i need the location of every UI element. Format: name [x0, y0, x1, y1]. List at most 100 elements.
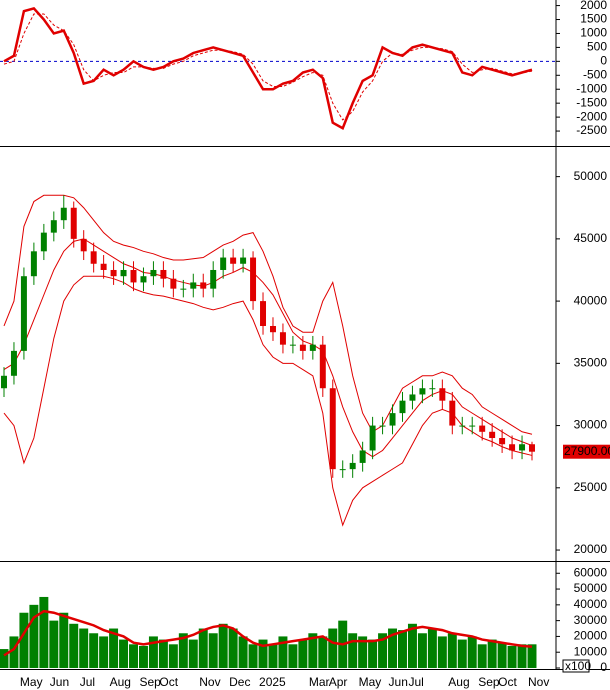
- unit-box: [562, 659, 590, 673]
- candle-body: [479, 425, 486, 432]
- y-tick-label: 2000: [580, 0, 607, 12]
- bollinger-band: [3, 275, 533, 527]
- volume-bar: [138, 645, 148, 668]
- candle-body: [240, 257, 247, 264]
- y-tick-label: -1500: [576, 95, 607, 109]
- candle-body: [509, 444, 516, 451]
- volume-bar: [178, 633, 188, 668]
- candle-body: [10, 350, 17, 376]
- volume-bar: [89, 633, 99, 668]
- x-tick-label: Nov: [199, 675, 220, 689]
- volume-bar: [49, 620, 59, 668]
- candle-body: [190, 282, 197, 289]
- volume-bar: [447, 633, 457, 668]
- volume-bar: [477, 644, 487, 668]
- candle-body: [439, 388, 446, 401]
- candle-body: [220, 257, 227, 270]
- candle-body: [529, 444, 535, 452]
- volume-bar: [29, 604, 39, 668]
- x-tick-label: Jun: [389, 675, 408, 689]
- candle-body: [449, 400, 456, 426]
- y-tick-label: 40000: [574, 597, 608, 611]
- unit-label: x100: [565, 659, 591, 673]
- y-tick-label: -1000: [576, 81, 607, 95]
- volume-bar: [378, 633, 388, 668]
- candle-body: [110, 269, 117, 277]
- x-tick-label: Apr: [329, 675, 348, 689]
- x-tick-label: Jul: [408, 675, 423, 689]
- candle-body: [339, 469, 346, 471]
- candle-body: [260, 301, 267, 326]
- volume-bar: [238, 636, 248, 668]
- volume-bar: [487, 639, 497, 668]
- candle-body: [170, 278, 177, 289]
- volume-bar: [9, 636, 19, 668]
- y-tick-label: 1500: [580, 12, 607, 26]
- x-tick-label: Oct: [498, 675, 517, 689]
- volume-bar: [318, 636, 328, 668]
- y-tick-label: 45000: [574, 231, 608, 245]
- volume-bar: [109, 628, 119, 668]
- candle-body: [519, 444, 526, 451]
- y-tick-label: 25000: [574, 480, 608, 494]
- y-tick-label: 40000: [574, 293, 608, 307]
- candle-body: [140, 276, 147, 283]
- volume-bar: [368, 639, 378, 668]
- candle-body: [1, 375, 7, 389]
- x-tick-label: Aug: [448, 675, 469, 689]
- volume-bar: [119, 639, 129, 668]
- volume-bar: [308, 633, 318, 668]
- y-tick-label: 30000: [574, 418, 608, 432]
- candle-body: [100, 263, 107, 270]
- candle-body: [150, 269, 157, 277]
- volume-bar: [208, 633, 218, 668]
- y-tick-label: 500: [587, 40, 607, 54]
- y-tick-label: 50000: [574, 169, 608, 183]
- candle-body: [30, 251, 37, 277]
- candle-body: [399, 400, 406, 414]
- y-tick-label: 30000: [574, 613, 608, 627]
- x-tick-label: Aug: [110, 675, 131, 689]
- candle-body: [469, 425, 476, 427]
- candle-body: [379, 425, 386, 427]
- candle-body: [349, 462, 356, 470]
- candle-body: [180, 288, 187, 290]
- volume-bar: [69, 623, 79, 668]
- volume-bar: [517, 644, 527, 668]
- candle-body: [299, 344, 306, 351]
- y-tick-label: 1000: [580, 26, 607, 40]
- volume-bar: [427, 628, 437, 668]
- candle-body: [70, 207, 77, 239]
- volume-bar: [358, 636, 368, 668]
- candle-body: [40, 232, 47, 252]
- x-tick-label: Sep: [478, 675, 500, 689]
- volume-bar: [248, 644, 258, 668]
- y-tick-label: 0: [600, 54, 607, 68]
- last-price-label: 27900.00: [564, 444, 610, 458]
- x-tick-label: Jun: [50, 675, 69, 689]
- x-tick-label: Mar: [309, 675, 330, 689]
- volume-bar: [39, 596, 49, 668]
- last-price-box: [563, 444, 610, 459]
- candle-body: [409, 394, 416, 401]
- volume-bar: [158, 639, 168, 668]
- volume-bar: [328, 628, 338, 668]
- volume-bar: [467, 636, 477, 668]
- volume-bar: [99, 636, 109, 668]
- candle-body: [319, 344, 326, 389]
- y-tick-label: 35000: [574, 356, 608, 370]
- volume-bar: [148, 636, 158, 668]
- volume-bar: [278, 636, 288, 668]
- x-tick-label: 2025: [259, 675, 286, 689]
- volume-bar: [497, 642, 507, 668]
- volume-bar: [198, 628, 208, 668]
- volume-bar: [437, 636, 447, 668]
- volume-bar: [527, 644, 537, 668]
- volume-bar: [288, 644, 298, 668]
- y-tick-label: 50000: [574, 581, 608, 595]
- volume-bar: [507, 645, 517, 668]
- volume-bar: [348, 633, 358, 668]
- volume-ma: [3, 609, 533, 657]
- candle-body: [269, 325, 276, 333]
- candle-body: [499, 438, 506, 445]
